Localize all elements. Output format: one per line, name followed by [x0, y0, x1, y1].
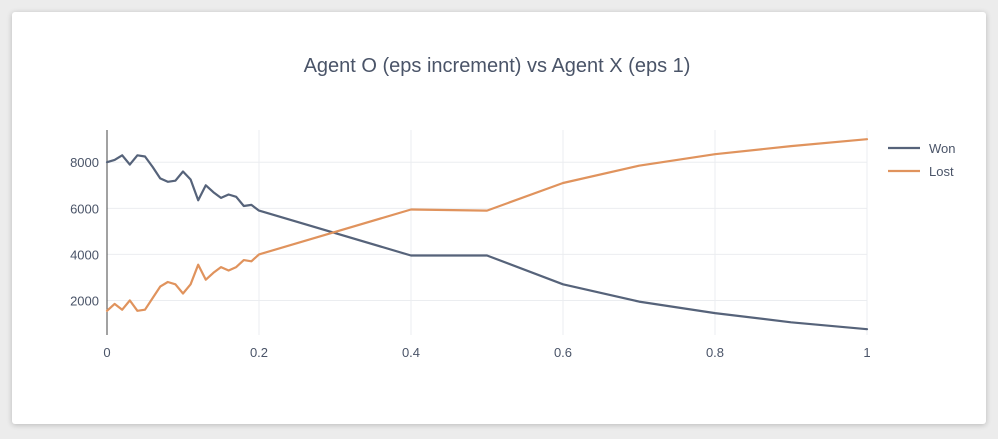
x-tick-label: 0.6: [554, 345, 572, 360]
series-line-lost: [105, 138, 869, 312]
x-tick-label: 0.8: [706, 345, 724, 360]
series-line-won: [105, 154, 869, 331]
legend-item-lost[interactable]: Lost: [888, 164, 954, 179]
legend-label: Lost: [929, 164, 954, 179]
y-tick-label: 8000: [70, 155, 99, 170]
chart-title: Agent O (eps increment) vs Agent X (eps …: [304, 55, 691, 77]
x-tick-label: 1: [863, 345, 870, 360]
tick-labels: 0 0.2 0.4 0.6 0.8 1 2000 4000 6000 8000: [70, 155, 871, 360]
x-tick-label: 0.4: [402, 345, 420, 360]
y-tick-label: 4000: [70, 247, 99, 262]
legend[interactable]: Won Lost: [888, 141, 956, 179]
chart: Agent O (eps increment) vs Agent X (eps …: [70, 55, 956, 360]
x-tick-label: 0.2: [250, 345, 268, 360]
gridlines: [107, 130, 868, 335]
x-tick-label: 0: [103, 345, 110, 360]
legend-item-won[interactable]: Won: [888, 141, 956, 156]
series-lines: [105, 138, 869, 331]
legend-label: Won: [929, 141, 956, 156]
y-tick-label: 2000: [70, 293, 99, 308]
chart-card: Agent O (eps increment) vs Agent X (eps …: [12, 12, 986, 424]
y-tick-label: 6000: [70, 201, 99, 216]
